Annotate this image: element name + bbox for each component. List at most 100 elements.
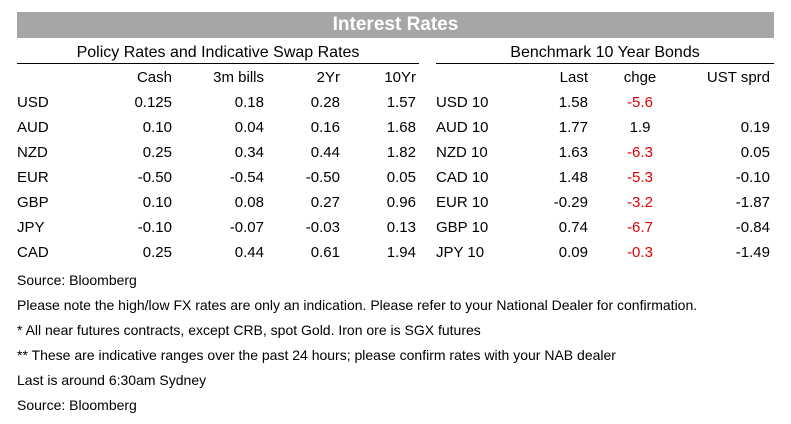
ust-spread-cell: -0.10 [735,169,770,186]
note-line: Please note the high/low FX rates are on… [17,297,698,313]
policy-rates-heading: Policy Rates and Indicative Swap Rates [17,42,419,64]
table-row: NZD 10 1.63 -6.3 0.05 [436,140,774,165]
change-cell: -6.7 [627,219,653,236]
currency-cell: NZD [17,144,48,161]
bills-cell: 0.34 [234,144,264,161]
swap-10yr-cell: 1.94 [386,244,416,261]
table-row: CAD 10 1.48 -5.3 -0.10 [436,165,774,190]
table-row: USD 10 1.58 -5.6 [436,90,774,115]
cash-cell: 0.10 [142,119,172,136]
cash-cell: 0.10 [142,194,172,211]
cash-cell: 0.25 [142,144,172,161]
bills-cell: 0.04 [234,119,264,136]
column-header-last: Last [559,68,588,86]
bond-name-cell: USD 10 [436,94,489,111]
policy-rates-section: Policy Rates and Indicative Swap Rates C… [17,42,419,265]
swap-2yr-cell: 0.16 [310,119,340,136]
bond-name-cell: GBP 10 [436,219,489,236]
change-cell: -3.2 [627,194,653,211]
bond-name-cell: NZD 10 [436,144,488,161]
swap-10yr-cell: 1.82 [386,144,416,161]
policy-header-row: Cash 3m bills 2Yr 10Yr [17,64,419,90]
ust-spread-cell [670,90,774,115]
table-row: AUD 0.10 0.04 0.16 1.68 [17,115,419,140]
bills-cell: 0.18 [234,94,264,111]
swap-2yr-cell: 0.27 [310,194,340,211]
change-cell: -0.3 [627,244,653,261]
page-title: Interest Rates [17,12,774,38]
column-header-10yr: 10Yr [384,68,416,86]
cash-cell: 0.125 [134,94,172,111]
benchmark-bonds-table: Last chge UST sprd USD 10 1.58 -5.6 AUD 10 1… [436,64,774,265]
table-row: USD 0.125 0.18 0.28 1.57 [17,90,419,115]
swap-2yr-cell: 0.44 [310,144,340,161]
last-cell: 1.48 [558,169,588,186]
currency-cell: EUR [17,169,49,186]
last-cell: 1.58 [558,94,588,111]
note-line: * All near futures contracts, except CRB… [17,322,481,338]
bond-name-cell: JPY 10 [436,244,485,261]
table-row: GBP 10 0.74 -6.7 -0.84 [436,215,774,240]
swap-10yr-cell: 1.68 [386,119,416,136]
column-header-currency [17,64,87,90]
column-header-bond [436,64,516,90]
last-cell: 1.77 [558,119,588,136]
column-header-ust-sprd: UST sprd [706,68,770,86]
bills-cell: 0.08 [234,194,264,211]
cash-cell: -0.10 [137,219,172,236]
table-row: GBP 0.10 0.08 0.27 0.96 [17,190,419,215]
policy-rates-table: Cash 3m bills 2Yr 10Yr USD 0.125 0.18 0.28 1… [17,64,419,265]
swap-10yr-cell: 0.96 [386,194,416,211]
table-row: JPY -0.10 -0.07 -0.03 0.13 [17,215,419,240]
change-cell: -5.3 [627,169,653,186]
change-cell: -5.6 [627,94,653,111]
change-cell: -6.3 [627,144,653,161]
swap-2yr-cell: -0.50 [305,169,340,186]
bills-cell: -0.54 [229,169,264,186]
last-cell: 0.74 [558,219,588,236]
table-row: AUD 10 1.77 1.9 0.19 [436,115,774,140]
currency-cell: CAD [17,244,49,261]
table-row: JPY 10 0.09 -0.3 -1.49 [436,240,774,265]
cash-cell: -0.50 [137,169,172,186]
bonds-header-row: Last chge UST sprd [436,64,774,90]
note-line: Source: Bloomberg [17,272,137,288]
swap-2yr-cell: -0.03 [305,219,340,236]
bond-name-cell: CAD 10 [436,169,489,186]
last-cell: 1.63 [558,144,588,161]
swap-10yr-cell: 0.13 [386,219,416,236]
swap-2yr-cell: 0.28 [310,94,340,111]
currency-cell: USD [17,94,49,111]
currency-cell: GBP [17,194,49,211]
column-header-cash: Cash [136,68,172,86]
currency-cell: JPY [17,219,45,236]
ust-spread-cell: 0.05 [740,144,770,161]
benchmark-bonds-heading: Benchmark 10 Year Bonds [436,42,774,64]
column-header-2yr: 2Yr [316,68,340,86]
note-line: Last is around 6:30am Sydney [17,372,207,388]
last-cell: -0.29 [553,194,588,211]
benchmark-bonds-section: Benchmark 10 Year Bonds Last chge UST sp… [436,42,774,265]
cash-cell: 0.25 [142,244,172,261]
last-cell: 0.09 [558,244,588,261]
bond-name-cell: EUR 10 [436,194,489,211]
note-line: Source: Bloomberg [17,397,137,413]
column-header-chge: chge [623,68,657,86]
ust-spread-cell: 0.19 [740,119,770,136]
bills-cell: 0.44 [234,244,264,261]
footnotes: Source: Bloomberg Please note the high/l… [17,268,697,418]
note-line: ** These are indicative ranges over the … [17,347,616,363]
ust-spread-cell: -1.87 [735,194,770,211]
table-row: EUR 10 -0.29 -3.2 -1.87 [436,190,774,215]
bills-cell: -0.07 [229,219,264,236]
column-header-3m-bills: 3m bills [213,68,264,86]
ust-spread-cell: -0.84 [735,219,770,236]
table-row: CAD 0.25 0.44 0.61 1.94 [17,240,419,265]
bond-name-cell: AUD 10 [436,119,489,136]
currency-cell: AUD [17,119,49,136]
table-row: NZD 0.25 0.34 0.44 1.82 [17,140,419,165]
swap-10yr-cell: 0.05 [386,169,416,186]
change-cell: 1.9 [629,119,651,136]
ust-spread-cell: -1.49 [735,244,770,261]
table-row: EUR -0.50 -0.54 -0.50 0.05 [17,165,419,190]
